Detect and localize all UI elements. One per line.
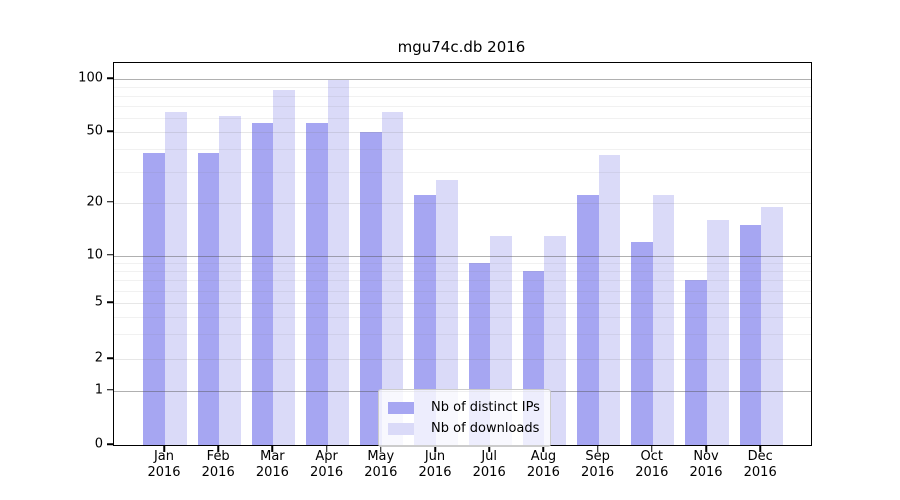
bar-distinct-ips-apr — [305, 123, 328, 445]
y-tick-label-1: 1 — [94, 382, 103, 398]
x-tick-label-sep: Sep 2016 — [581, 449, 615, 480]
legend-swatch-distinct-ips — [388, 401, 414, 414]
x-tick-mark-dec — [759, 445, 761, 452]
bar-distinct-ips-nov — [685, 280, 707, 445]
y-tick-label-10: 10 — [86, 247, 103, 263]
y-tick-label-100: 100 — [78, 70, 103, 86]
y-tick-mark-1 — [107, 389, 114, 391]
legend-row-downloads: Nb of downloads — [388, 418, 540, 439]
bar-distinct-ips-jun — [414, 195, 436, 445]
bar-distinct-ips-feb — [197, 153, 220, 445]
x-tick-mark-jul — [488, 445, 490, 452]
bar-downloads-nov — [707, 219, 729, 445]
bar-distinct-ips-sep — [576, 195, 599, 445]
legend: Nb of distinct IPs Nb of downloads — [378, 389, 551, 447]
bar-downloads-apr — [327, 79, 350, 445]
bar-downloads-may — [381, 112, 404, 445]
bar-downloads-jan — [165, 112, 187, 445]
x-tick-mark-aug — [542, 445, 545, 452]
x-tick-label-jan: Jan 2016 — [147, 449, 181, 480]
x-tick-label-jul: Jul 2016 — [472, 449, 506, 480]
bar-distinct-ips-dec — [739, 224, 762, 445]
x-tick-mark-jan — [163, 445, 165, 452]
x-tick-label-apr: Apr 2016 — [310, 449, 344, 480]
y-tick-label-20: 20 — [86, 194, 103, 210]
y-tick-mark-50 — [107, 130, 114, 132]
bar-downloads-dec — [761, 206, 783, 445]
chart-title: mgu74c.db 2016 — [397, 38, 526, 56]
x-tick-label-aug: Aug 2016 — [526, 449, 560, 480]
y-tick-mark-20 — [107, 201, 114, 203]
x-tick-mark-may — [380, 445, 382, 452]
bar-distinct-ips-jan — [143, 153, 165, 445]
legend-swatch-downloads — [388, 422, 414, 435]
y-tick-label-2: 2 — [94, 350, 103, 366]
x-tick-label-jun: Jun 2016 — [418, 449, 452, 480]
x-tick-mark-jun — [434, 445, 436, 452]
bar-distinct-ips-may — [360, 132, 382, 445]
bar-distinct-ips-mar — [251, 123, 274, 445]
x-tick-mark-sep — [596, 445, 599, 452]
bar-distinct-ips-oct — [631, 241, 653, 445]
y-tick-label-50: 50 — [86, 123, 103, 139]
y-tick-label-0: 0 — [94, 436, 103, 452]
x-tick-label-may: May 2016 — [364, 449, 398, 480]
x-tick-mark-oct — [651, 445, 653, 452]
x-tick-label-dec: Dec 2016 — [743, 449, 777, 480]
x-tick-mark-feb — [217, 445, 219, 452]
y-tick-mark-5 — [107, 301, 114, 304]
x-tick-label-feb: Feb 2016 — [201, 449, 235, 480]
bars-layer — [114, 63, 811, 445]
y-tick-mark-2 — [107, 357, 114, 359]
bar-downloads-oct — [652, 195, 675, 445]
bar-downloads-mar — [273, 89, 296, 445]
legend-label-distinct-ips: Nb of distinct IPs — [431, 400, 540, 415]
x-tick-label-oct: Oct 2016 — [635, 449, 669, 480]
legend-label-downloads: Nb of downloads — [431, 421, 540, 436]
y-tick-mark-0 — [107, 443, 114, 445]
legend-row-distinct-ips: Nb of distinct IPs — [388, 397, 540, 418]
x-tick-mark-nov — [705, 445, 707, 452]
x-tick-mark-mar — [271, 445, 274, 452]
y-tick-label-5: 5 — [94, 294, 103, 310]
x-tick-label-mar: Mar 2016 — [255, 449, 289, 480]
bar-downloads-feb — [219, 115, 241, 445]
x-tick-mark-apr — [325, 445, 328, 452]
y-tick-mark-100 — [107, 77, 114, 79]
bar-downloads-sep — [598, 155, 621, 445]
plot-area: Nb of distinct IPs Nb of downloads — [113, 62, 812, 447]
y-tick-mark-10 — [107, 254, 114, 256]
bar-downloads-jun — [436, 179, 458, 445]
x-tick-label-nov: Nov 2016 — [689, 449, 723, 480]
